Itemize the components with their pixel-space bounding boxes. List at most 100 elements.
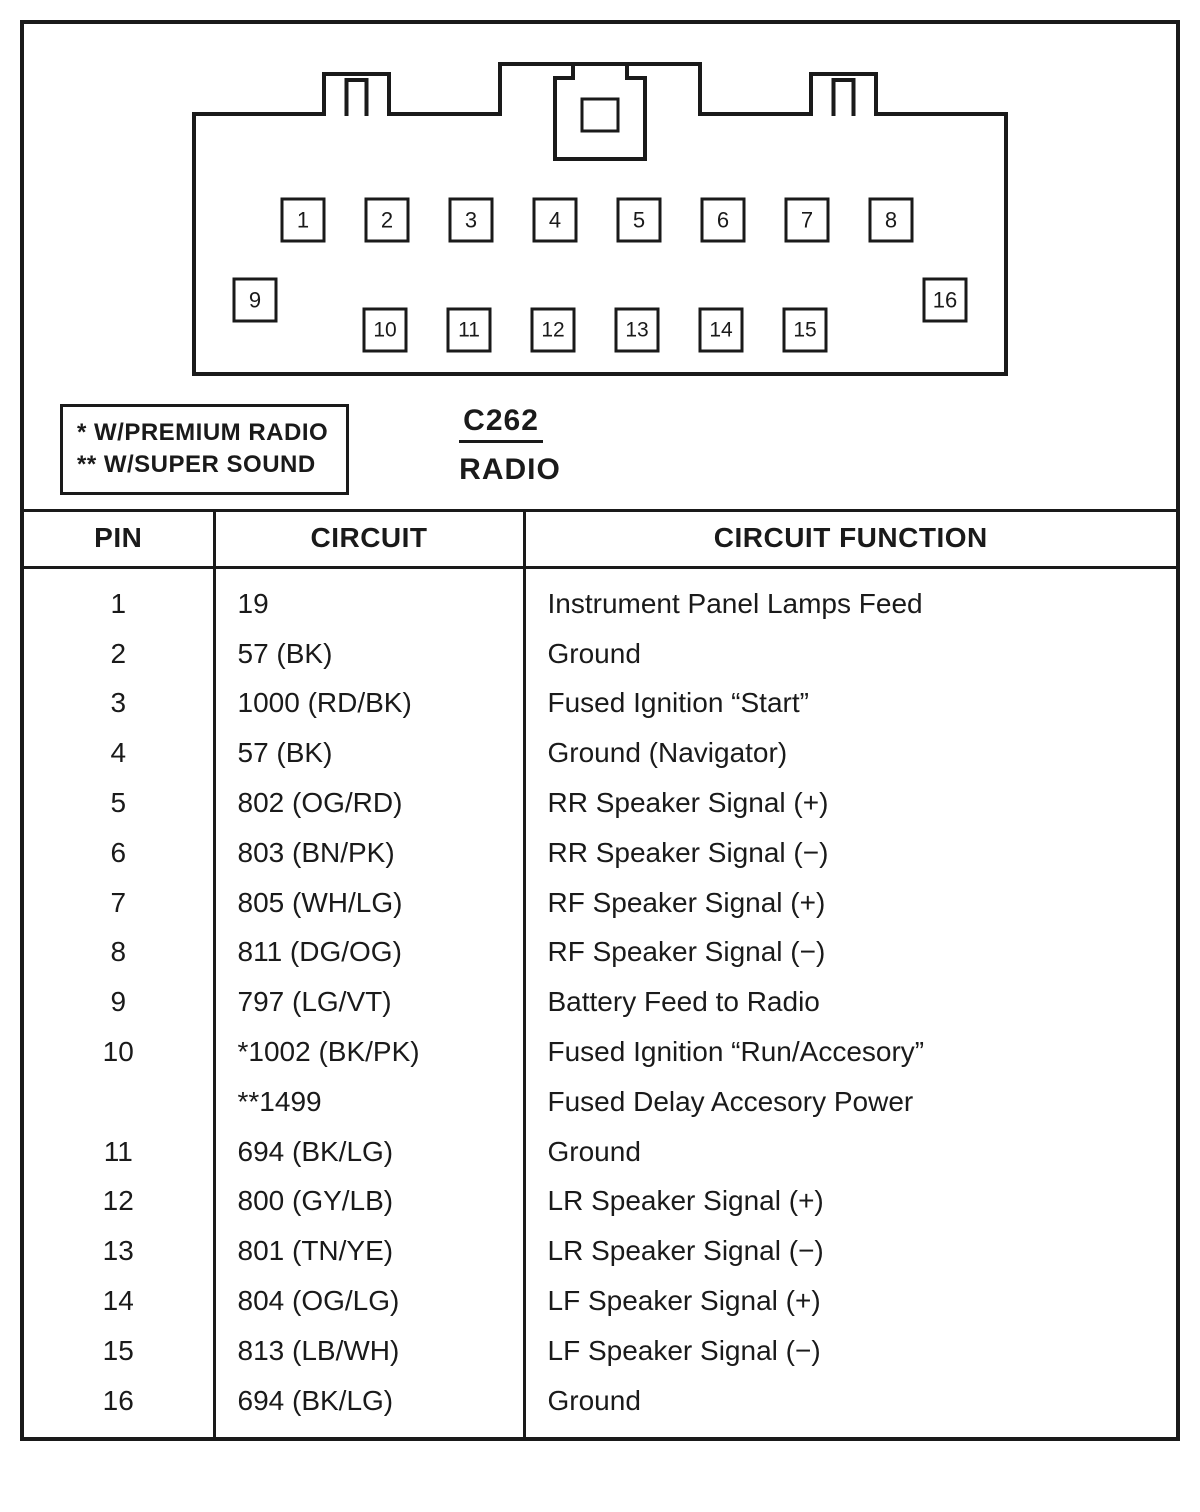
table-row: 5802 (OG/RD)RR Speaker Signal (+): [24, 778, 1176, 828]
cell-pin: 10: [24, 1027, 214, 1077]
cell-pin: 7: [24, 878, 214, 928]
svg-text:15: 15: [793, 319, 816, 342]
connector-diagram: 12345678916101112131415: [24, 24, 1176, 394]
page: 12345678916101112131415 * W/PREMIUM RADI…: [0, 0, 1200, 1512]
svg-text:6: 6: [717, 208, 729, 233]
legend-line-2: ** W/SUPER SOUND: [77, 449, 328, 481]
table-row: 7805 (WH/LG)RF Speaker Signal (+): [24, 878, 1176, 928]
table-row: **1499Fused Delay Accesory Power: [24, 1077, 1176, 1127]
table-row: 31000 (RD/BK)Fused Ignition “Start”: [24, 678, 1176, 728]
svg-text:13: 13: [625, 319, 648, 342]
cell-pin: 1: [24, 567, 214, 628]
col-header-circuit: CIRCUIT: [214, 510, 524, 567]
cell-pin: 9: [24, 977, 214, 1027]
cell-function: LR Speaker Signal (−): [524, 1226, 1176, 1276]
table-row: 6803 (BN/PK)RR Speaker Signal (−): [24, 828, 1176, 878]
table-row: 16694 (BK/LG)Ground: [24, 1376, 1176, 1438]
cell-function: LF Speaker Signal (+): [524, 1276, 1176, 1326]
cell-circuit: 694 (BK/LG): [214, 1127, 524, 1177]
table-row: 9797 (LG/VT)Battery Feed to Radio: [24, 977, 1176, 1027]
cell-pin: 8: [24, 927, 214, 977]
cell-circuit: 811 (DG/OG): [214, 927, 524, 977]
cell-pin: 2: [24, 629, 214, 679]
table-row: 119Instrument Panel Lamps Feed: [24, 567, 1176, 628]
table-header-row: PIN CIRCUIT CIRCUIT FUNCTION: [24, 510, 1176, 567]
cell-circuit: 800 (GY/LB): [214, 1176, 524, 1226]
table-row: 15813 (LB/WH)LF Speaker Signal (−): [24, 1326, 1176, 1376]
cell-pin: 15: [24, 1326, 214, 1376]
table-row: 257 (BK)Ground: [24, 629, 1176, 679]
connector-id: C262: [459, 404, 543, 443]
cell-circuit: 694 (BK/LG): [214, 1376, 524, 1438]
table-row: 13801 (TN/YE)LR Speaker Signal (−): [24, 1226, 1176, 1276]
cell-function: RF Speaker Signal (+): [524, 878, 1176, 928]
col-header-function: CIRCUIT FUNCTION: [524, 510, 1176, 567]
cell-pin: 5: [24, 778, 214, 828]
cell-function: Battery Feed to Radio: [524, 977, 1176, 1027]
pinout-table: PIN CIRCUIT CIRCUIT FUNCTION 119Instrume…: [24, 509, 1176, 1438]
cell-pin: 11: [24, 1127, 214, 1177]
connector-heading: C262 RADIO: [459, 404, 561, 487]
table-row: 11694 (BK/LG)Ground: [24, 1127, 1176, 1177]
cell-function: Fused Ignition “Run/Accesory”: [524, 1027, 1176, 1077]
cell-circuit: 804 (OG/LG): [214, 1276, 524, 1326]
cell-pin: 3: [24, 678, 214, 728]
cell-circuit: **1499: [214, 1077, 524, 1127]
cell-function: RR Speaker Signal (+): [524, 778, 1176, 828]
table-row: 12800 (GY/LB)LR Speaker Signal (+): [24, 1176, 1176, 1226]
cell-function: Ground: [524, 629, 1176, 679]
cell-function: LF Speaker Signal (−): [524, 1326, 1176, 1376]
cell-pin: 16: [24, 1376, 214, 1438]
cell-pin: 12: [24, 1176, 214, 1226]
svg-text:8: 8: [885, 208, 897, 233]
cell-function: LR Speaker Signal (+): [524, 1176, 1176, 1226]
cell-function: Ground: [524, 1376, 1176, 1438]
cell-circuit: 805 (WH/LG): [214, 878, 524, 928]
cell-function: RR Speaker Signal (−): [524, 828, 1176, 878]
svg-text:2: 2: [381, 208, 393, 233]
cell-pin: 14: [24, 1276, 214, 1326]
cell-function: Ground (Navigator): [524, 728, 1176, 778]
document-frame: 12345678916101112131415 * W/PREMIUM RADI…: [20, 20, 1180, 1441]
svg-text:16: 16: [933, 288, 957, 313]
svg-text:5: 5: [633, 208, 645, 233]
cell-function: Fused Delay Accesory Power: [524, 1077, 1176, 1127]
table-row: 8811 (DG/OG)RF Speaker Signal (−): [24, 927, 1176, 977]
table-row: 14804 (OG/LG)LF Speaker Signal (+): [24, 1276, 1176, 1326]
cell-circuit: 801 (TN/YE): [214, 1226, 524, 1276]
svg-text:11: 11: [458, 319, 480, 342]
cell-circuit: 802 (OG/RD): [214, 778, 524, 828]
cell-pin: 4: [24, 728, 214, 778]
cell-pin: 6: [24, 828, 214, 878]
cell-pin: [24, 1077, 214, 1127]
connector-name: RADIO: [459, 453, 561, 487]
cell-function: Ground: [524, 1127, 1176, 1177]
svg-text:10: 10: [373, 319, 396, 342]
cell-pin: 13: [24, 1226, 214, 1276]
table-row: 10*1002 (BK/PK)Fused Ignition “Run/Acces…: [24, 1027, 1176, 1077]
cell-function: Instrument Panel Lamps Feed: [524, 567, 1176, 628]
cell-circuit: 57 (BK): [214, 728, 524, 778]
legend-box: * W/PREMIUM RADIO ** W/SUPER SOUND: [60, 404, 349, 495]
svg-text:4: 4: [549, 208, 561, 233]
cell-function: RF Speaker Signal (−): [524, 927, 1176, 977]
legend-and-heading-row: * W/PREMIUM RADIO ** W/SUPER SOUND C262 …: [24, 394, 1176, 509]
connector-svg: 12345678916101112131415: [24, 24, 1176, 394]
cell-circuit: 813 (LB/WH): [214, 1326, 524, 1376]
svg-text:12: 12: [541, 319, 564, 342]
col-header-pin: PIN: [24, 510, 214, 567]
cell-circuit: 797 (LG/VT): [214, 977, 524, 1027]
svg-text:14: 14: [709, 319, 733, 342]
svg-text:7: 7: [801, 208, 813, 233]
legend-line-1: * W/PREMIUM RADIO: [77, 417, 328, 449]
cell-circuit: 803 (BN/PK): [214, 828, 524, 878]
cell-circuit: 19: [214, 567, 524, 628]
cell-circuit: 1000 (RD/BK): [214, 678, 524, 728]
svg-text:3: 3: [465, 208, 477, 233]
table-row: 457 (BK)Ground (Navigator): [24, 728, 1176, 778]
cell-circuit: *1002 (BK/PK): [214, 1027, 524, 1077]
cell-circuit: 57 (BK): [214, 629, 524, 679]
cell-function: Fused Ignition “Start”: [524, 678, 1176, 728]
svg-text:1: 1: [297, 208, 309, 233]
svg-text:9: 9: [249, 288, 261, 313]
